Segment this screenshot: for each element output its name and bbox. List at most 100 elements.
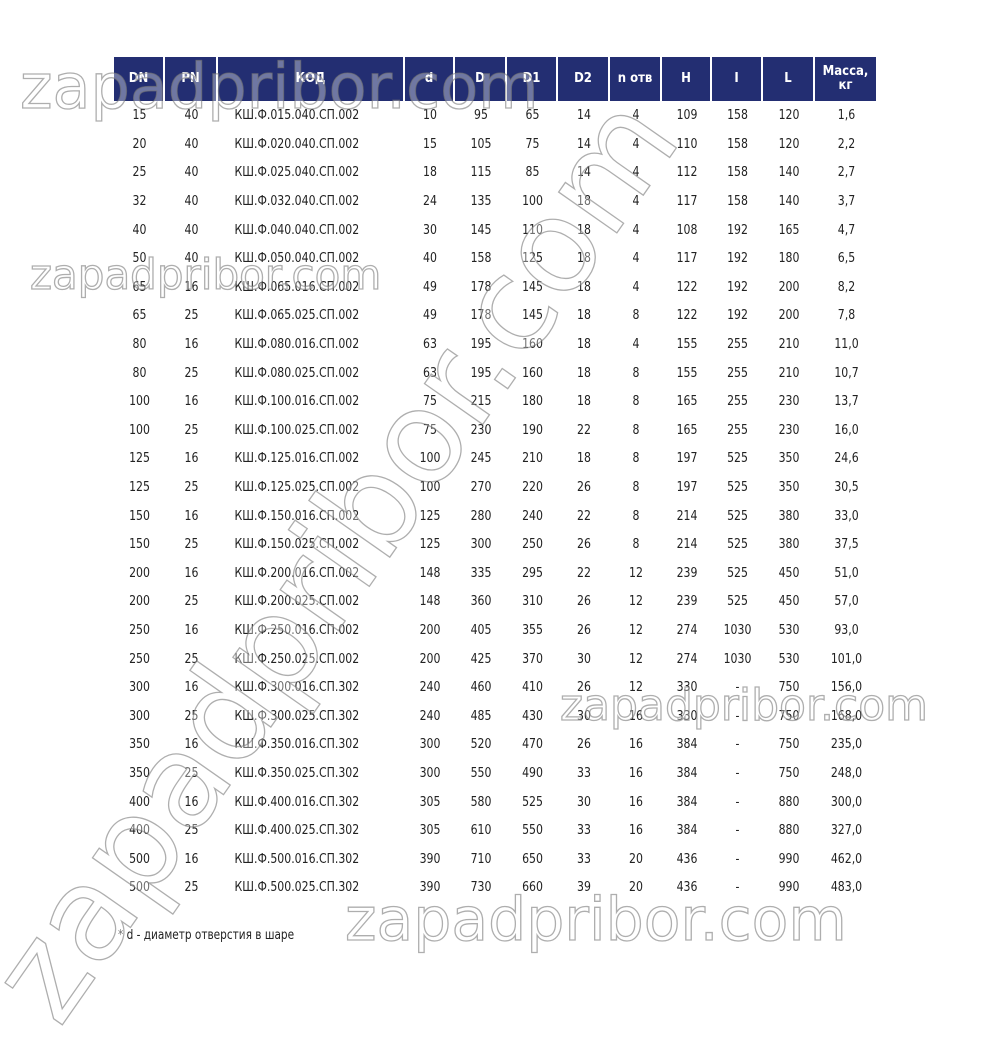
table-cell: 158 xyxy=(727,164,748,181)
table-header-row: DN PN КОД d D D1 D2 n отв H I L Масса, кг xyxy=(114,57,878,101)
table-cell: 200 xyxy=(419,650,441,667)
table-cell: 300 xyxy=(129,679,150,696)
table-cell: 18 xyxy=(577,336,591,353)
table-cell: 135 xyxy=(470,193,492,210)
table-cell: 156,0 xyxy=(830,679,863,696)
table-cell: 25 xyxy=(184,593,199,610)
table-cell: 16 xyxy=(629,764,643,781)
table-cell: 384 xyxy=(676,736,698,753)
table-cell: 178 xyxy=(470,278,492,295)
table-cell: 51,0 xyxy=(834,564,859,581)
table-cell: 485 xyxy=(470,707,492,724)
table-cell: 4 xyxy=(632,221,640,238)
table-row: 25 40 КШ.Ф.025.040.СП.002 18 115 85 14 4 112 158 1… xyxy=(114,158,878,187)
table-cell: 40 xyxy=(184,135,199,152)
table-cell: 25 xyxy=(184,536,199,553)
table-cell: 235,0 xyxy=(830,736,863,753)
column-header: КОД xyxy=(218,57,405,101)
table-cell: 120 xyxy=(778,135,800,152)
table-cell: - xyxy=(735,707,740,724)
table-cell: 40 xyxy=(184,250,199,267)
table-cell: 200 xyxy=(129,564,150,581)
table-cell: 122 xyxy=(676,307,698,324)
table-cell: 25 xyxy=(184,364,199,381)
table-cell: 155 xyxy=(676,364,698,381)
table-cell: 197 xyxy=(676,479,698,496)
table-cell: 8 xyxy=(632,421,640,438)
table-cell: 610 xyxy=(470,822,492,839)
table-cell: 30,5 xyxy=(834,479,859,496)
table-cell: - xyxy=(735,736,740,753)
table-cell: 26 xyxy=(577,536,591,553)
table-row: 200 25 КШ.Ф.200.025.СП.002 148 360 310 26 12 239… xyxy=(114,587,878,616)
table-cell: 148 xyxy=(419,564,441,581)
table-cell: 40 xyxy=(423,250,437,267)
table-cell: 1030 xyxy=(723,650,752,667)
table-cell: 180 xyxy=(778,250,800,267)
table-row: 400 25 КШ.Ф.400.025.СП.302 305 610 550 33 16 384… xyxy=(114,816,878,845)
table-cell: 436 xyxy=(676,850,698,867)
table-cell: 30 xyxy=(423,221,437,238)
table-cell: 483,0 xyxy=(830,879,863,896)
table-cell: 462,0 xyxy=(830,850,863,867)
table-cell: 122 xyxy=(676,278,698,295)
table-row: 300 25 КШ.Ф.300.025.СП.302 240 485 430 30 16 330… xyxy=(114,701,878,730)
table-cell: 214 xyxy=(676,536,698,553)
table-cell: 57,0 xyxy=(834,593,859,610)
table-cell: 750 xyxy=(778,707,800,724)
valve-dimensions-table: DN PN КОД d D D1 D2 n отв H I L Масса, кг 15 40 КШ.Ф.… xyxy=(114,57,878,902)
table-row: 65 16 КШ.Ф.065.016.СП.002 49 178 145 18 4 122 192… xyxy=(114,273,878,302)
table-row: 32 40 КШ.Ф.032.040.СП.002 24 135 100 18 4 117 158… xyxy=(114,187,878,216)
table-cell: 8 xyxy=(632,507,640,524)
table-cell: КШ.Ф.020.040.СП.002 xyxy=(234,135,360,152)
table-row: 50 40 КШ.Ф.050.040.СП.002 40 158 125 18 4 117 192… xyxy=(114,244,878,273)
table-cell: 550 xyxy=(470,764,492,781)
table-cell: 110 xyxy=(676,135,698,152)
table-cell: 300,0 xyxy=(830,793,863,810)
table-cell: 300 xyxy=(419,736,441,753)
table-row: 250 25 КШ.Ф.250.025.СП.002 200 425 370 30 12 274… xyxy=(114,644,878,673)
table-cell: 26 xyxy=(577,736,591,753)
table-cell: 300 xyxy=(470,536,492,553)
table-cell: 350 xyxy=(129,764,150,781)
table-cell: 12 xyxy=(629,621,643,638)
table-cell: 350 xyxy=(778,450,800,467)
table-cell: 26 xyxy=(577,593,591,610)
table-cell: 33,0 xyxy=(834,507,859,524)
table-cell: 14 xyxy=(577,164,591,181)
column-header: D xyxy=(455,57,507,101)
table-cell: 4 xyxy=(632,135,640,152)
table-cell: 16 xyxy=(629,707,643,724)
table-cell: 180 xyxy=(522,393,543,410)
table-cell: 6,5 xyxy=(837,250,856,267)
table-cell: 880 xyxy=(778,822,800,839)
table-cell: 25 xyxy=(184,764,199,781)
table-cell: 730 xyxy=(470,879,492,896)
table-cell: 30 xyxy=(577,707,591,724)
table-cell: КШ.Ф.080.016.СП.002 xyxy=(234,336,360,353)
table-cell: КШ.Ф.200.025.СП.002 xyxy=(234,593,360,610)
table-cell: 525 xyxy=(727,507,748,524)
table-cell: 335 xyxy=(470,564,492,581)
table-cell: 155 xyxy=(676,336,698,353)
table-cell: 525 xyxy=(727,564,748,581)
table-cell: 990 xyxy=(778,850,800,867)
table-cell: 110 xyxy=(522,221,543,238)
column-header: I xyxy=(712,57,763,101)
table-cell: 8 xyxy=(632,393,640,410)
table-cell: 405 xyxy=(470,621,492,638)
table-cell: 305 xyxy=(419,793,441,810)
table-cell: 525 xyxy=(522,793,543,810)
table-cell: 18 xyxy=(577,364,591,381)
table-cell: 16 xyxy=(184,336,199,353)
table-cell: КШ.Ф.350.016.СП.302 xyxy=(234,736,360,753)
table-cell: 16 xyxy=(184,679,199,696)
table-cell: КШ.Ф.150.025.СП.002 xyxy=(234,536,360,553)
table-cell: 4 xyxy=(632,107,640,124)
table-cell: КШ.Ф.125.025.СП.002 xyxy=(234,479,360,496)
table-cell: 75 xyxy=(525,135,540,152)
table-cell: 355 xyxy=(522,621,543,638)
table-cell: 32 xyxy=(132,193,147,210)
table-cell: 239 xyxy=(676,593,698,610)
table-cell: 2,2 xyxy=(837,135,856,152)
